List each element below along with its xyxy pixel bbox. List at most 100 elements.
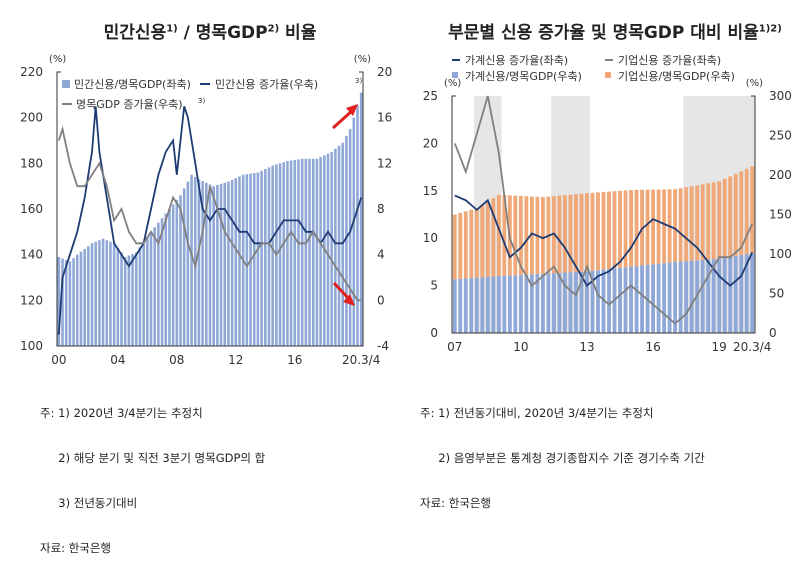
bar <box>75 254 79 346</box>
y-tick-left: 0 <box>430 326 438 340</box>
bar <box>651 264 656 333</box>
bar <box>557 195 562 273</box>
bar <box>319 157 322 346</box>
y-tick-left: 25 <box>423 89 438 103</box>
bar <box>634 266 639 333</box>
bar <box>585 271 589 333</box>
series-line <box>453 95 754 325</box>
bar <box>507 275 512 333</box>
bar <box>518 195 523 275</box>
bar <box>540 273 545 333</box>
bar <box>574 271 578 333</box>
y-tick-right: 0 <box>377 293 385 307</box>
bar <box>607 191 611 270</box>
bar <box>197 179 201 346</box>
bar <box>590 270 595 333</box>
bar <box>352 117 356 347</box>
bar <box>684 261 689 333</box>
bar <box>193 177 197 346</box>
bar <box>585 193 589 272</box>
bar <box>722 257 727 333</box>
x-tick: 20.3/4 <box>342 353 380 367</box>
bar <box>112 243 116 346</box>
bar <box>645 189 650 265</box>
bar <box>334 148 337 346</box>
bar <box>286 161 289 346</box>
bar <box>64 259 68 346</box>
bar <box>315 158 319 346</box>
y-unit-left: (%) <box>444 78 461 89</box>
note-line: 2) 음영부분은 통계청 경기종합지수 기준 경기수축 기간 <box>420 451 705 465</box>
bar <box>157 222 160 346</box>
series-line <box>57 106 363 335</box>
bar <box>524 274 529 333</box>
y-tick-right: 0 <box>769 326 777 340</box>
bar <box>293 159 297 346</box>
bar <box>146 236 149 346</box>
bar <box>529 274 534 333</box>
bar <box>640 265 644 333</box>
bar <box>330 151 333 346</box>
bar <box>524 196 529 275</box>
y-tick-left: 100 <box>20 339 43 353</box>
x-tick: 16 <box>645 340 660 354</box>
y-tick-left: 160 <box>20 202 43 216</box>
bar <box>623 190 628 268</box>
y-tick-left: 220 <box>20 65 43 79</box>
bar <box>90 243 94 346</box>
bar <box>201 181 204 346</box>
bar <box>452 214 457 280</box>
bar <box>83 248 86 346</box>
bar <box>138 247 142 346</box>
x-tick: 08 <box>169 353 184 367</box>
bar <box>153 227 156 346</box>
x-tick: 19 <box>712 340 727 354</box>
bar <box>68 261 72 346</box>
bar <box>72 258 75 346</box>
bar <box>256 172 260 346</box>
bar <box>568 194 573 273</box>
x-tick: 04 <box>110 353 125 367</box>
bar <box>230 179 234 346</box>
y-tick-right: 16 <box>377 111 392 125</box>
bar <box>120 252 123 346</box>
bar <box>300 158 304 346</box>
bar <box>134 252 138 346</box>
y-tick-left: 180 <box>20 156 43 170</box>
legend-label: 명목GDP 증가율(우축) <box>76 98 183 111</box>
y-tick-right: 20 <box>377 65 392 79</box>
bar <box>568 272 573 333</box>
bar <box>356 105 359 346</box>
bar <box>297 159 300 346</box>
y-tick-left: 200 <box>20 111 43 125</box>
bar <box>689 260 694 333</box>
y-tick-right: 300 <box>769 89 792 103</box>
bar <box>223 182 227 346</box>
bar <box>629 266 633 333</box>
bar <box>264 169 267 346</box>
bar <box>733 255 738 333</box>
bar <box>612 191 617 269</box>
bar <box>271 165 274 346</box>
bar <box>485 201 490 277</box>
bar <box>618 190 622 268</box>
bar <box>750 253 755 333</box>
note-line: 2) 해당 분기 및 직전 3분기 명목GDP의 합 <box>40 451 266 465</box>
bar <box>282 162 286 346</box>
bar <box>359 92 363 346</box>
bar <box>662 263 667 333</box>
bar <box>728 256 733 333</box>
bar <box>311 158 315 346</box>
x-tick: 07 <box>447 340 462 354</box>
bar <box>101 238 105 346</box>
bar <box>175 199 179 346</box>
legend-label: 민간신용 증가율(우축) <box>215 78 318 91</box>
x-tick: 10 <box>513 340 528 354</box>
bar <box>168 209 171 346</box>
bar <box>463 278 468 333</box>
bar <box>79 251 83 346</box>
bar <box>540 197 545 274</box>
bar <box>496 276 501 333</box>
note-line: 주: 1) 2020년 3/4분기는 추정치 <box>40 406 203 420</box>
bar <box>234 178 238 346</box>
